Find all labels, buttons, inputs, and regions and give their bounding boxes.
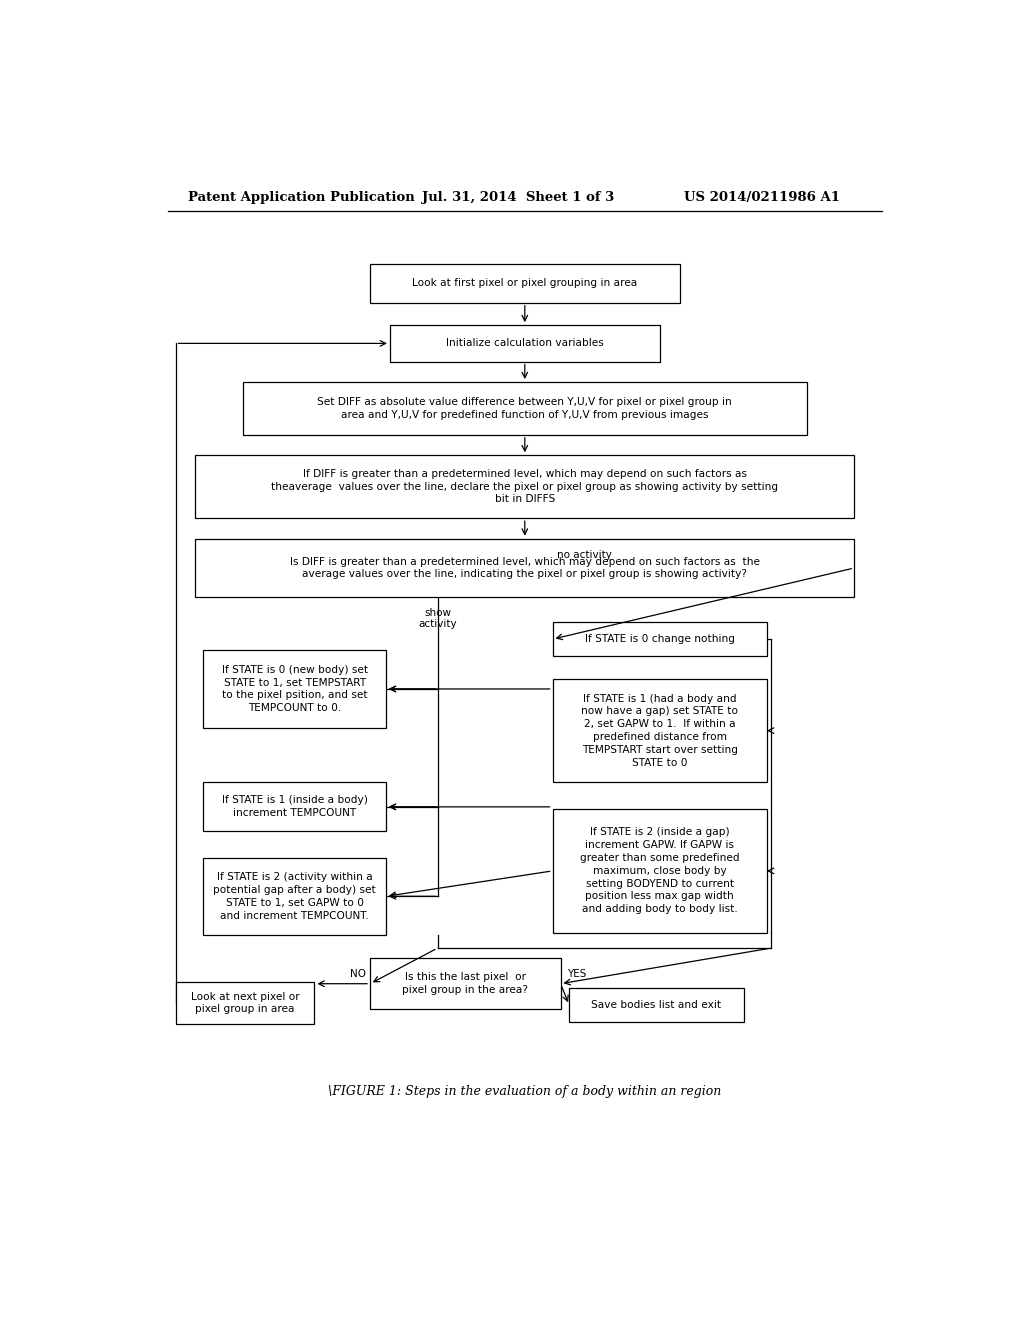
Text: Is DIFF is greater than a predetermined level, which may depend on such factors : Is DIFF is greater than a predetermined … (290, 557, 760, 579)
Text: YES: YES (567, 969, 586, 978)
Text: If STATE is 0 (new body) set
STATE to 1, set TEMPSTART
to the pixel psition, and: If STATE is 0 (new body) set STATE to 1,… (221, 665, 368, 713)
Text: Initialize calculation variables: Initialize calculation variables (445, 338, 604, 348)
Text: no activity: no activity (557, 550, 611, 560)
FancyBboxPatch shape (204, 783, 386, 832)
FancyBboxPatch shape (243, 381, 807, 434)
Text: If STATE is 1 (had a body and
now have a gap) set STATE to
2, set GAPW to 1.  If: If STATE is 1 (had a body and now have a… (582, 693, 738, 768)
Text: NO: NO (350, 969, 367, 978)
Text: If DIFF is greater than a predetermined level, which may depend on such factors : If DIFF is greater than a predetermined … (271, 469, 778, 504)
Text: Set DIFF as absolute value difference between Y,U,V for pixel or pixel group in
: Set DIFF as absolute value difference be… (317, 397, 732, 420)
FancyBboxPatch shape (196, 539, 854, 598)
Text: Save bodies list and exit: Save bodies list and exit (592, 1001, 722, 1010)
Text: If STATE is 2 (activity within a
potential gap after a body) set
STATE to 1, set: If STATE is 2 (activity within a potenti… (213, 873, 376, 920)
FancyBboxPatch shape (569, 987, 743, 1022)
Text: \FIGURE 1: Steps in the evaluation of a body within an region: \FIGURE 1: Steps in the evaluation of a … (328, 1085, 722, 1098)
Text: Is this the last pixel  or
pixel group in the area?: Is this the last pixel or pixel group in… (402, 973, 528, 995)
FancyBboxPatch shape (204, 651, 386, 727)
FancyBboxPatch shape (553, 622, 767, 656)
Text: US 2014/0211986 A1: US 2014/0211986 A1 (684, 190, 840, 203)
Text: Look at next pixel or
pixel group in area: Look at next pixel or pixel group in are… (190, 991, 299, 1015)
Text: Patent Application Publication: Patent Application Publication (187, 190, 415, 203)
Text: Jul. 31, 2014  Sheet 1 of 3: Jul. 31, 2014 Sheet 1 of 3 (422, 190, 613, 203)
FancyBboxPatch shape (204, 858, 386, 935)
Text: If STATE is 2 (inside a gap)
increment GAPW. If GAPW is
greater than some predef: If STATE is 2 (inside a gap) increment G… (580, 828, 739, 915)
FancyBboxPatch shape (390, 325, 659, 362)
FancyBboxPatch shape (553, 809, 767, 933)
Text: If STATE is 0 change nothing: If STATE is 0 change nothing (585, 634, 734, 644)
Text: show
activity: show activity (418, 607, 457, 630)
FancyBboxPatch shape (370, 958, 560, 1008)
FancyBboxPatch shape (370, 264, 680, 302)
FancyBboxPatch shape (176, 982, 314, 1024)
FancyBboxPatch shape (553, 678, 767, 783)
Text: If STATE is 1 (inside a body)
increment TEMPCOUNT: If STATE is 1 (inside a body) increment … (222, 796, 368, 818)
FancyBboxPatch shape (196, 455, 854, 519)
Text: Look at first pixel or pixel grouping in area: Look at first pixel or pixel grouping in… (413, 279, 637, 288)
